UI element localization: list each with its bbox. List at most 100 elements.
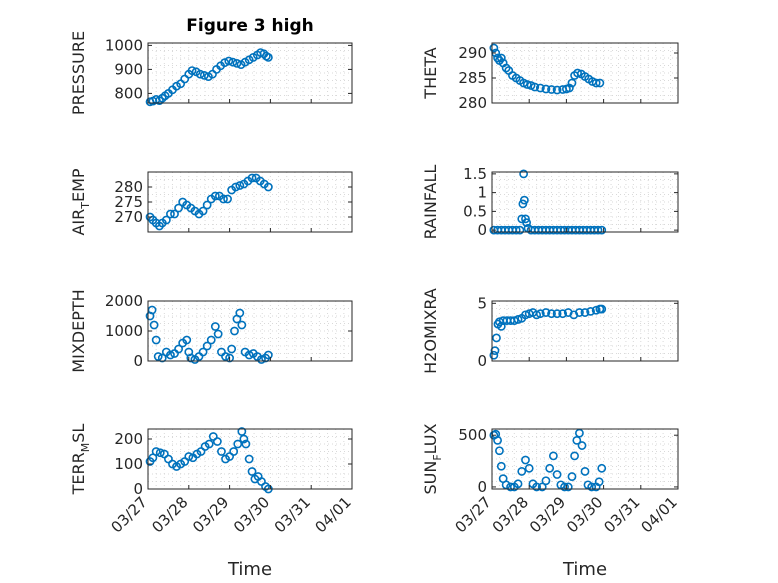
data-point bbox=[521, 310, 530, 320]
data-point bbox=[153, 352, 163, 361]
axes-box bbox=[491, 300, 679, 362]
data-point bbox=[202, 200, 212, 210]
ytick-label: 500 bbox=[458, 426, 487, 444]
data-point bbox=[151, 447, 161, 456]
figure-title: Figure 3 high bbox=[186, 16, 314, 36]
xtick-label: 03/30 bbox=[230, 493, 273, 536]
xtick-label: 03/29 bbox=[189, 493, 232, 536]
data-point bbox=[560, 482, 569, 492]
data-point bbox=[591, 78, 601, 88]
data-point bbox=[210, 322, 220, 331]
data-point bbox=[170, 209, 179, 219]
y-axis-label: TERRMSL bbox=[69, 424, 92, 496]
data-point bbox=[227, 344, 237, 354]
data-point bbox=[537, 482, 547, 492]
data-point bbox=[166, 350, 175, 360]
data-point bbox=[597, 225, 607, 235]
data-point bbox=[501, 480, 511, 490]
data-point bbox=[174, 344, 183, 354]
subplot-rainfall: 00.511.5 RAINFALL bbox=[421, 165, 679, 239]
data-point bbox=[187, 66, 197, 75]
data-point bbox=[595, 78, 605, 88]
data-point bbox=[237, 427, 247, 436]
subplot-mixdepth: 0 1000 2000 MIXDEPTH bbox=[69, 289, 353, 373]
y-axis-label: SUNFLUX bbox=[421, 423, 444, 494]
data-point bbox=[206, 335, 216, 345]
data-point bbox=[577, 441, 587, 450]
x-axis-label: Time bbox=[227, 559, 272, 580]
data-point bbox=[535, 309, 545, 319]
data-point bbox=[541, 308, 551, 317]
axes-box bbox=[147, 428, 353, 490]
data-point bbox=[198, 347, 208, 357]
plot-area bbox=[148, 43, 352, 103]
data-point bbox=[575, 308, 584, 317]
plot-area bbox=[148, 172, 352, 232]
data-point bbox=[567, 78, 577, 88]
data-point bbox=[490, 346, 500, 356]
subplot-pressure: 800 900 1000 PRESSURE Figure 3 high bbox=[69, 16, 353, 115]
data-point bbox=[587, 482, 597, 492]
xtick-label: 04/01 bbox=[312, 493, 355, 536]
xtick-label: 03/27 bbox=[108, 493, 151, 536]
data-point bbox=[522, 80, 532, 89]
data-point bbox=[174, 203, 183, 213]
data-point bbox=[567, 472, 577, 481]
y-axis-label: AIRTEMP bbox=[69, 168, 92, 235]
data-point bbox=[230, 326, 239, 336]
ytick-label: 1000 bbox=[105, 322, 143, 340]
data-point bbox=[166, 209, 175, 219]
axes-box bbox=[147, 42, 353, 104]
data-point bbox=[545, 463, 555, 473]
y-axis-label: H2OMIXRA bbox=[421, 288, 440, 374]
ytick-label: 0 bbox=[477, 478, 487, 496]
plot-area bbox=[148, 429, 352, 489]
data-point bbox=[204, 439, 214, 449]
data-point bbox=[229, 447, 239, 456]
data-point bbox=[241, 439, 251, 449]
ytick-label: 0 bbox=[477, 221, 487, 239]
ytick-label: 280 bbox=[458, 94, 487, 112]
y-axis-label: MIXDEPTH bbox=[69, 289, 88, 372]
data-point bbox=[591, 305, 601, 315]
ytick-label: 275 bbox=[114, 193, 143, 211]
data-point bbox=[570, 451, 579, 461]
data-point bbox=[233, 439, 243, 449]
data-point bbox=[524, 463, 534, 473]
data-point bbox=[210, 191, 220, 201]
data-point bbox=[257, 355, 266, 364]
x-axis-label: Time bbox=[562, 559, 607, 580]
data-point bbox=[231, 182, 241, 192]
data-point bbox=[573, 68, 582, 78]
y-label-main: TERR bbox=[69, 452, 88, 495]
data-point bbox=[563, 482, 573, 492]
data-point bbox=[597, 463, 607, 473]
data-point bbox=[530, 82, 540, 92]
y-axis-label: THETA bbox=[421, 47, 440, 99]
data-point bbox=[489, 350, 499, 360]
data-point bbox=[501, 63, 511, 73]
data-point bbox=[506, 482, 515, 492]
data-point bbox=[593, 225, 603, 235]
y-label-subscript: M bbox=[79, 443, 92, 453]
data-point bbox=[228, 57, 238, 67]
data-point bbox=[247, 467, 257, 476]
y-label-subscript: T bbox=[79, 202, 92, 210]
data-point bbox=[244, 350, 254, 360]
data-point bbox=[552, 309, 562, 319]
data-point bbox=[239, 434, 249, 444]
data-point bbox=[541, 476, 551, 486]
data-point bbox=[580, 308, 590, 317]
xtick-label: 03/29 bbox=[526, 493, 569, 536]
data-point bbox=[513, 315, 523, 324]
data-point bbox=[580, 467, 590, 476]
data-point bbox=[547, 85, 556, 94]
data-point bbox=[225, 353, 234, 363]
ytick-label: 900 bbox=[114, 60, 143, 78]
ytick-label: 285 bbox=[458, 69, 487, 87]
axes-box bbox=[491, 171, 679, 233]
